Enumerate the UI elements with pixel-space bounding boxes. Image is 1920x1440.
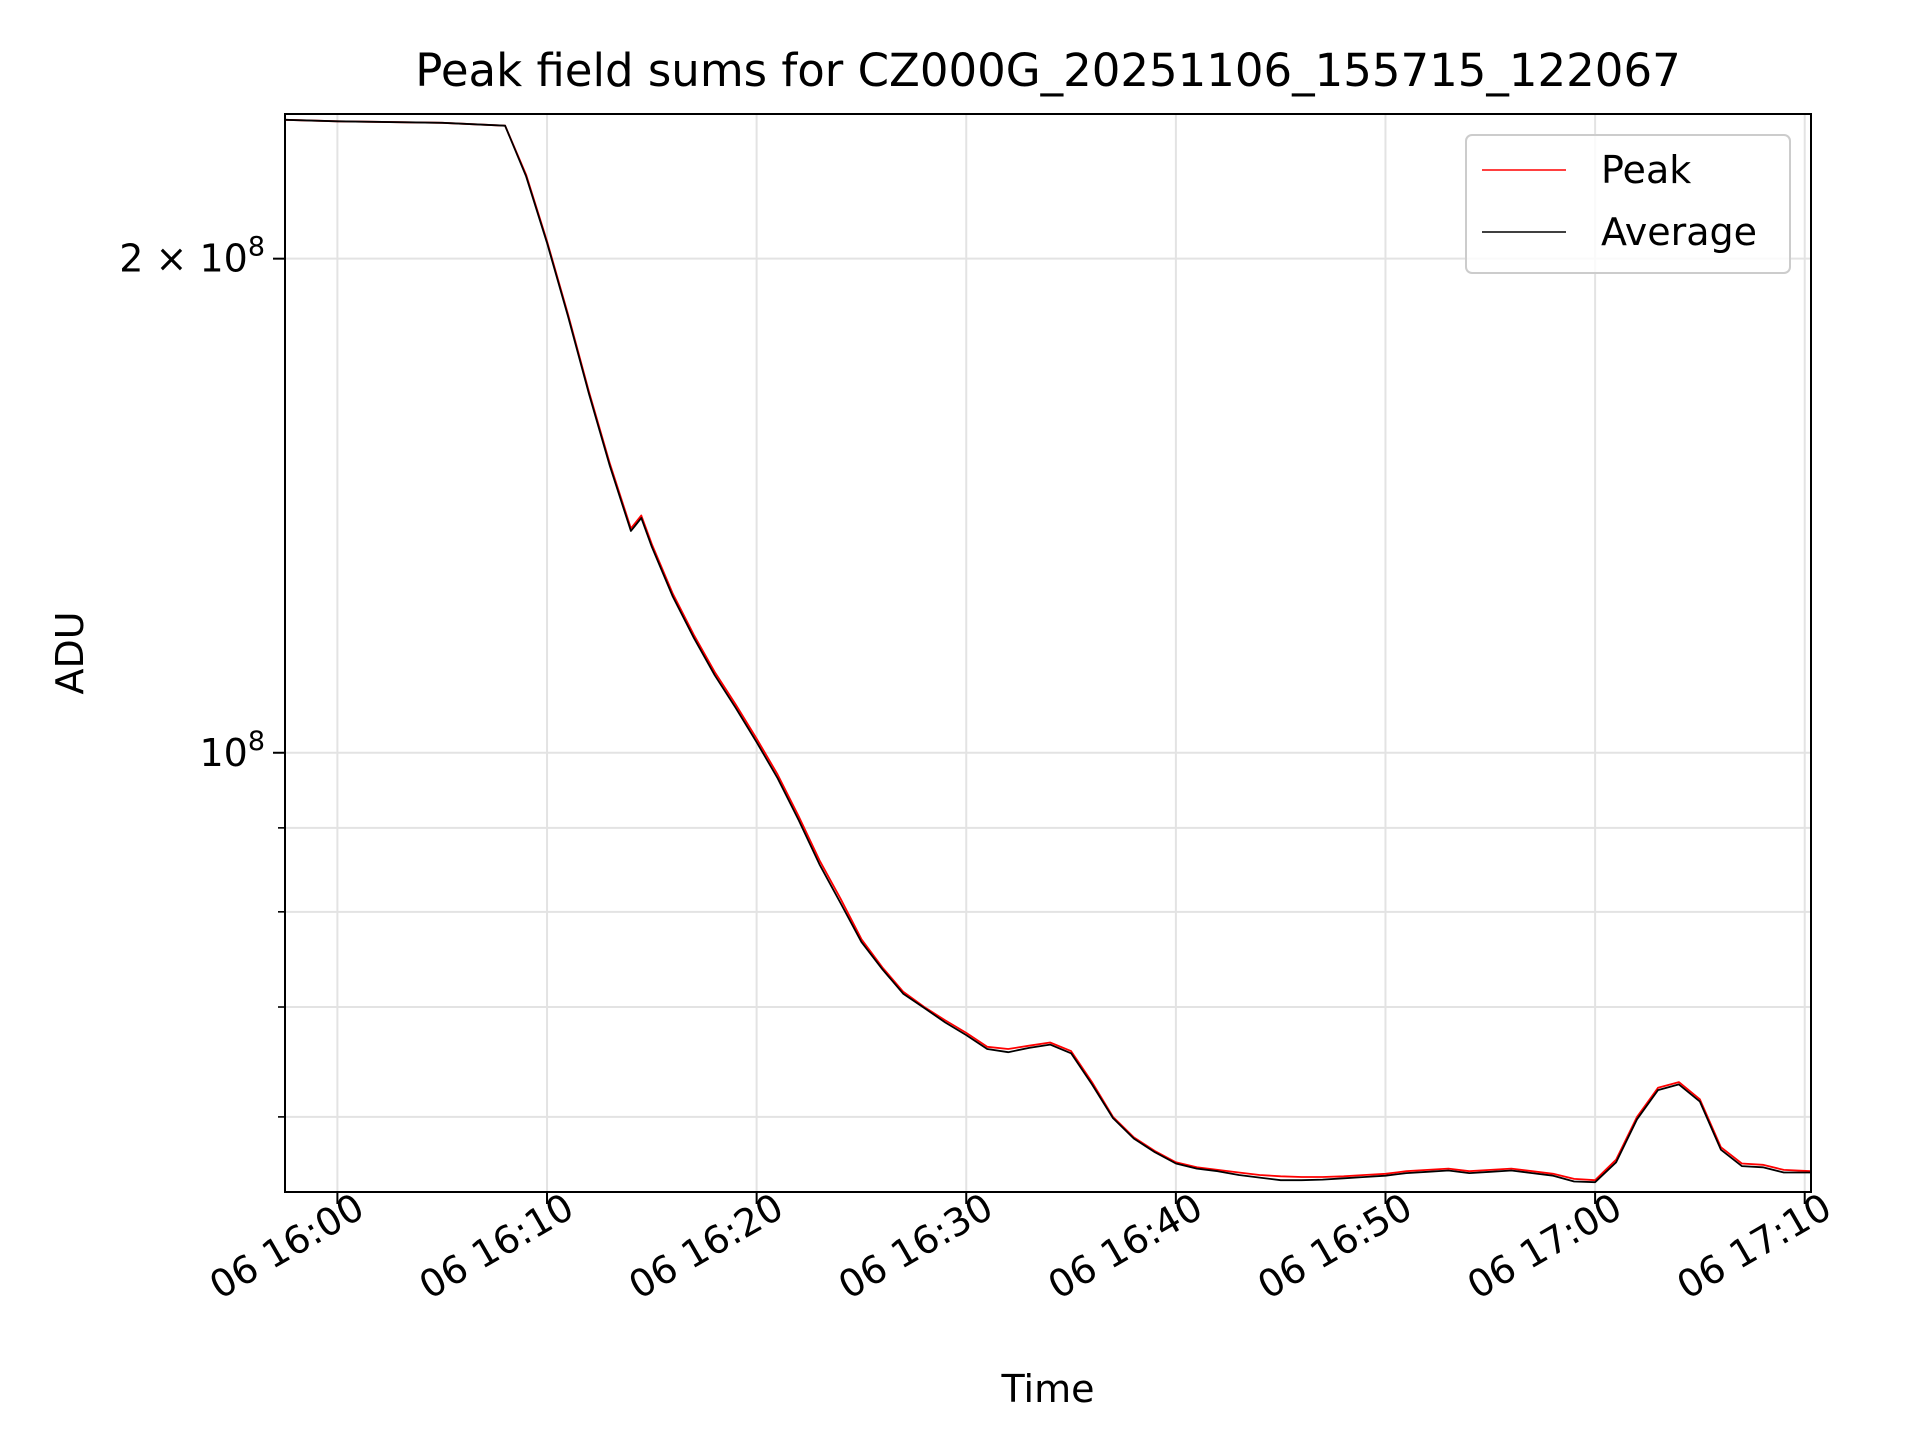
legend: Peak Average: [1465, 134, 1791, 274]
series-lines: [285, 118, 1811, 1184]
series-line-average: [285, 118, 1811, 1184]
y-tick-mantissa: 10: [199, 731, 247, 775]
grid: [285, 114, 1811, 1192]
y-tick-exponent: 8: [248, 726, 265, 757]
y-tick-mantissa: 2 × 10: [119, 237, 248, 281]
legend-peak-label: Peak: [1601, 148, 1691, 192]
chart-title: Peak field sums for CZ000G_20251106_1557…: [415, 44, 1680, 97]
x-axis-label: Time: [1001, 1367, 1095, 1411]
plot-frame: [284, 113, 1812, 1193]
y-tick-label: 2 × 108: [119, 232, 265, 281]
y-tick-label: 108: [199, 726, 265, 775]
plot-area: [285, 114, 1811, 1192]
legend-average-label: Average: [1601, 210, 1757, 254]
y-axis-label: ADU: [48, 611, 92, 694]
y-tick-exponent: 8: [248, 232, 265, 263]
